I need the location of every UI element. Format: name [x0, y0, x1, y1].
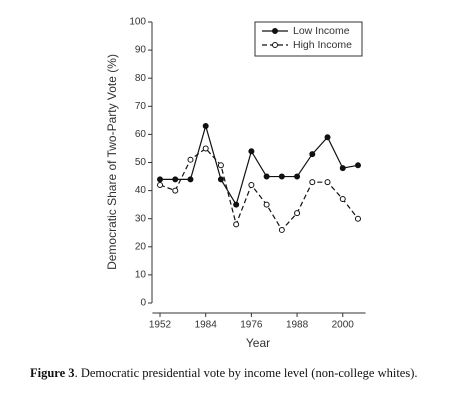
data-point — [324, 179, 331, 186]
data-point — [157, 181, 164, 188]
data-point — [309, 151, 316, 158]
data-point — [187, 156, 194, 163]
data-point — [294, 210, 301, 217]
y-tick-label: 60 — [135, 129, 147, 140]
data-point — [339, 165, 346, 172]
series-line — [160, 123, 359, 207]
data-point — [233, 201, 240, 208]
data-point — [187, 176, 194, 183]
y-tick-label: 50 — [135, 157, 147, 168]
y-tick-label: 0 — [140, 298, 146, 309]
data-point — [294, 173, 301, 180]
data-point — [202, 145, 209, 152]
data-point — [248, 148, 255, 155]
data-point — [354, 215, 361, 222]
x-tick-label: 2000 — [332, 320, 355, 331]
legend-label: High Income — [293, 39, 352, 51]
y-tick-label: 20 — [135, 241, 147, 252]
data-point — [157, 176, 164, 183]
data-point — [263, 201, 270, 208]
data-point — [172, 187, 179, 194]
y-axis-label: Democratic Share of Two-Party Vote (%) — [105, 54, 119, 270]
y-tick-label: 30 — [135, 213, 147, 224]
legend-marker — [272, 28, 278, 34]
legend-label: Low Income — [293, 25, 350, 37]
data-point — [278, 173, 285, 180]
data-point — [278, 226, 285, 233]
data-point — [202, 122, 209, 129]
data-point — [354, 162, 361, 169]
y-tick-label: 90 — [135, 45, 147, 56]
data-point — [339, 196, 346, 203]
x-tick-label: 1988 — [286, 320, 309, 331]
data-point — [217, 176, 224, 183]
x-tick-label: 1952 — [149, 320, 172, 331]
y-tick-label: 80 — [135, 73, 147, 84]
y-tick-label: 10 — [135, 270, 147, 281]
legend-box — [254, 21, 363, 57]
caption-label: Figure 3 — [30, 366, 75, 380]
x-axis-label: Year — [246, 336, 270, 350]
caption-text: . Democratic presidential vote by income… — [75, 366, 418, 380]
data-point — [263, 173, 270, 180]
data-point — [217, 162, 224, 169]
data-point — [248, 181, 255, 188]
data-point — [172, 176, 179, 183]
data-point — [309, 179, 316, 186]
caption: Figure 3. Democratic presidential vote b… — [30, 366, 418, 380]
x-tick-label: 1976 — [240, 320, 263, 331]
data-point — [324, 134, 331, 141]
y-tick-label: 100 — [129, 17, 146, 28]
legend-marker — [272, 42, 278, 48]
x-tick-label: 1984 — [195, 320, 218, 331]
y-tick-label: 40 — [135, 185, 147, 196]
y-tick-label: 70 — [135, 101, 147, 112]
data-point — [233, 221, 240, 228]
